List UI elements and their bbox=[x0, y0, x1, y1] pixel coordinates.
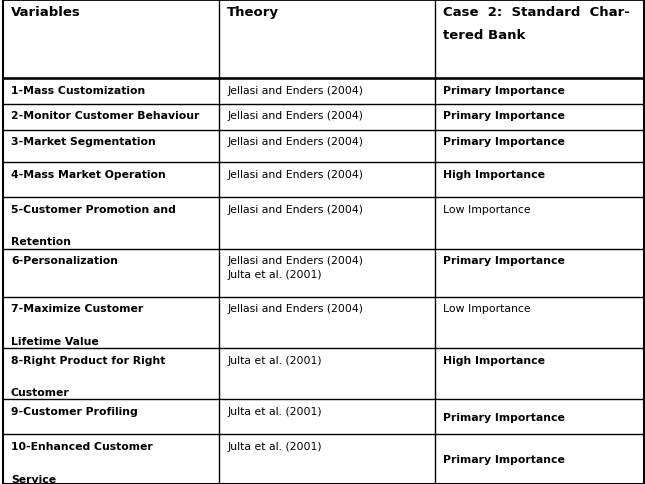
Text: Jellasi and Enders (2004): Jellasi and Enders (2004) bbox=[227, 137, 363, 147]
Text: Jellasi and Enders (2004): Jellasi and Enders (2004) bbox=[227, 169, 363, 179]
Text: 2-Monitor Customer Behaviour: 2-Monitor Customer Behaviour bbox=[11, 111, 199, 121]
Text: 5-Customer Promotion and

Retention: 5-Customer Promotion and Retention bbox=[11, 204, 176, 247]
Text: 9-Customer Profiling: 9-Customer Profiling bbox=[11, 406, 138, 416]
Text: 10-Enhanced Customer

Service: 10-Enhanced Customer Service bbox=[11, 441, 153, 484]
Text: Jellasi and Enders (2004): Jellasi and Enders (2004) bbox=[227, 303, 363, 314]
Text: 6-Personalization: 6-Personalization bbox=[11, 255, 118, 265]
Text: Low Importance: Low Importance bbox=[443, 303, 531, 314]
Text: Variables: Variables bbox=[11, 6, 81, 19]
Text: 1-Mass Customization: 1-Mass Customization bbox=[11, 85, 145, 95]
Text: Jellasi and Enders (2004): Jellasi and Enders (2004) bbox=[227, 85, 363, 95]
Text: Primary Importance: Primary Importance bbox=[443, 85, 565, 95]
Text: 7-Maximize Customer

Lifetime Value: 7-Maximize Customer Lifetime Value bbox=[11, 303, 143, 347]
Text: Jellasi and Enders (2004): Jellasi and Enders (2004) bbox=[227, 204, 363, 214]
Text: Julta et al. (2001): Julta et al. (2001) bbox=[227, 406, 322, 416]
Text: Jellasi and Enders (2004): Jellasi and Enders (2004) bbox=[227, 111, 363, 121]
Text: 3-Market Segmentation: 3-Market Segmentation bbox=[11, 137, 155, 147]
Text: 4-Mass Market Operation: 4-Mass Market Operation bbox=[11, 169, 166, 179]
Text: Primary Importance: Primary Importance bbox=[443, 111, 565, 121]
Text: Low Importance: Low Importance bbox=[443, 204, 531, 214]
Text: Primary Importance: Primary Importance bbox=[443, 137, 565, 147]
Text: High Importance: High Importance bbox=[443, 169, 545, 179]
Text: Case  2:  Standard  Char-
tered Bank: Case 2: Standard Char- tered Bank bbox=[443, 6, 630, 42]
Text: Julta et al. (2001): Julta et al. (2001) bbox=[227, 441, 322, 451]
Text: Julta et al. (2001): Julta et al. (2001) bbox=[227, 355, 322, 365]
Text: Primary Importance: Primary Importance bbox=[443, 255, 565, 265]
Text: Primary Importance: Primary Importance bbox=[443, 412, 565, 422]
Text: High Importance: High Importance bbox=[443, 355, 545, 365]
Text: Primary Importance: Primary Importance bbox=[443, 454, 565, 464]
Text: 8-Right Product for Right

Customer: 8-Right Product for Right Customer bbox=[11, 355, 165, 397]
Text: Theory: Theory bbox=[227, 6, 279, 19]
Text: Jellasi and Enders (2004)
Julta et al. (2001): Jellasi and Enders (2004) Julta et al. (… bbox=[227, 255, 363, 279]
